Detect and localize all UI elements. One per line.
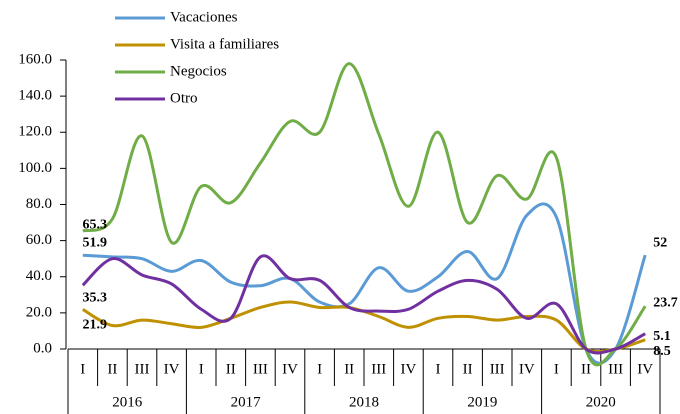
series-line [82, 202, 647, 365]
x-tick-label: III [608, 361, 623, 377]
legend-label: Vacaciones [170, 9, 238, 25]
series-line [82, 62, 647, 367]
y-tick-label: 120.0 [18, 124, 52, 140]
y-tick-label: 160.0 [18, 51, 52, 67]
x-group-label: 2020 [586, 394, 616, 410]
x-tick-label: II [581, 361, 591, 377]
x-tick-label: III [371, 361, 386, 377]
x-tick-label: II [226, 361, 236, 377]
x-tick-label: IV [282, 361, 298, 377]
x-tick-label: I [554, 361, 559, 377]
y-tick-label: 140.0 [18, 88, 52, 104]
y-tick-label: 0.0 [33, 340, 52, 356]
data-label: 5.1 [653, 329, 671, 344]
data-label: 35.3 [83, 290, 108, 305]
data-label: 65.3 [83, 217, 108, 232]
y-tick-label: 80.0 [26, 196, 52, 212]
x-group-label: 2017 [231, 394, 262, 410]
x-tick-label: III [490, 361, 505, 377]
legend-label: Visita a familiares [170, 36, 279, 52]
x-tick-label: I [317, 361, 322, 377]
legend-label: Otro [170, 90, 198, 106]
x-tick-label: IV [400, 361, 416, 377]
y-tick-label: 40.0 [26, 268, 52, 284]
x-tick-label: I [80, 361, 85, 377]
x-tick-label: III [253, 361, 268, 377]
x-group-label: 2016 [112, 394, 143, 410]
x-tick-label: IV [164, 361, 180, 377]
x-tick-label: III [135, 361, 150, 377]
x-tick-label: IV [637, 361, 653, 377]
x-group-label: 2018 [349, 394, 379, 410]
legend-label: Negocios [170, 63, 227, 79]
data-label: 52 [653, 235, 667, 250]
data-label: 23.7 [653, 295, 678, 310]
x-tick-label: II [463, 361, 473, 377]
x-tick-label: I [199, 361, 204, 377]
x-tick-label: II [344, 361, 354, 377]
x-tick-label: II [107, 361, 117, 377]
data-label: 8.5 [653, 344, 671, 359]
data-label: 51.9 [83, 235, 108, 250]
data-label: 21.9 [83, 318, 108, 333]
y-tick-label: 60.0 [26, 232, 52, 248]
x-group-label: 2019 [467, 394, 497, 410]
series-line [81, 254, 646, 355]
x-tick-label: I [436, 361, 441, 377]
y-tick-label: 100.0 [18, 160, 52, 176]
x-tick-label: IV [519, 361, 535, 377]
y-tick-label: 20.0 [26, 304, 52, 320]
